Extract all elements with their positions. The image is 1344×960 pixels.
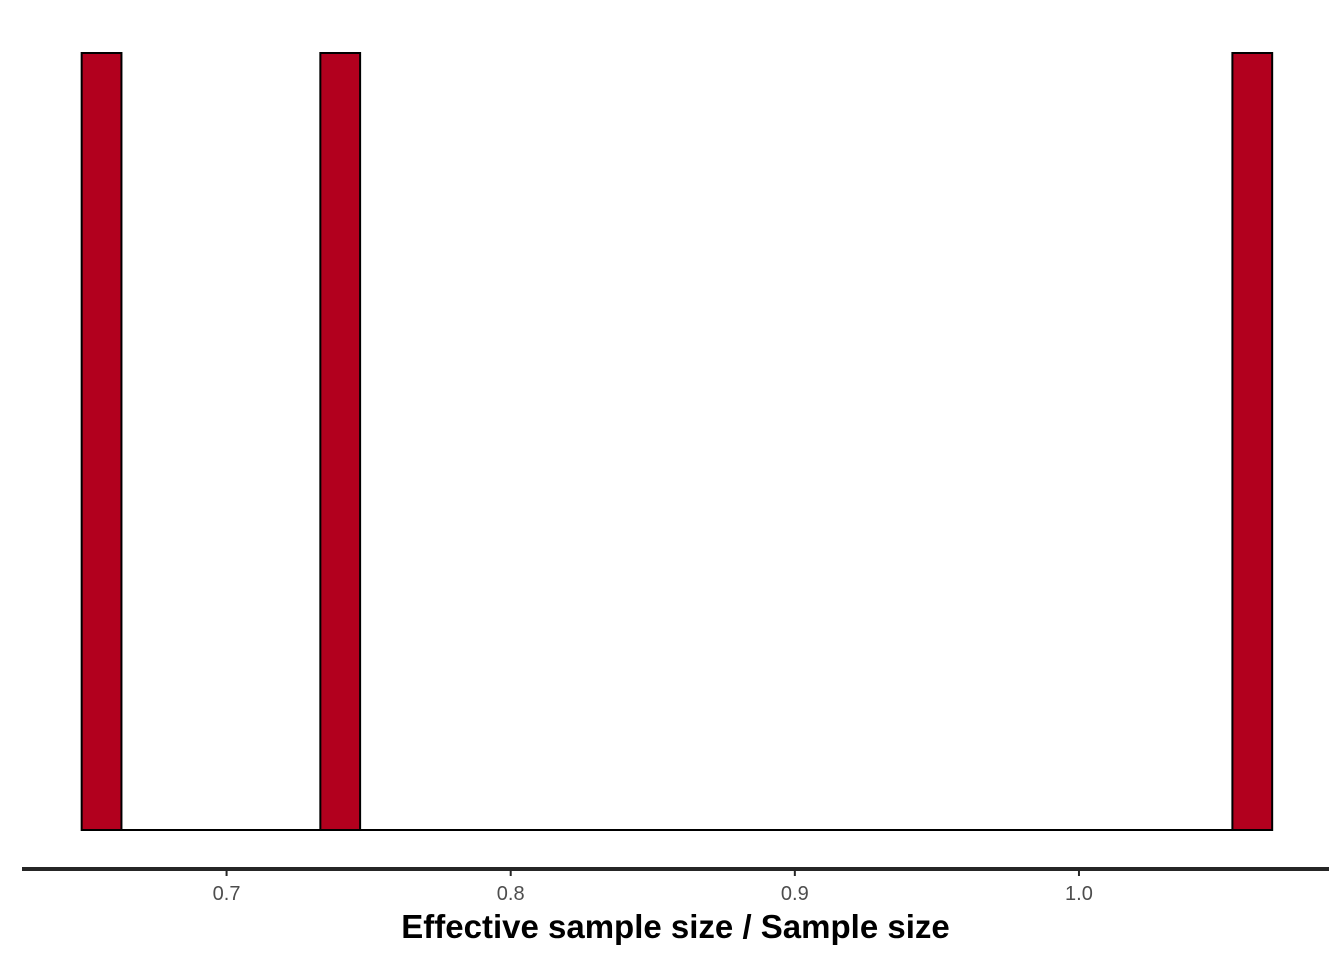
histogram-bar-3 xyxy=(1231,52,1274,831)
histogram-bar-2 xyxy=(319,52,362,831)
histogram-bars xyxy=(80,52,1274,831)
x-tick-label: 1.0 xyxy=(1065,883,1093,905)
x-tick-label: 0.7 xyxy=(213,883,241,905)
x-tick-label: 0.8 xyxy=(497,883,525,905)
x-tick-label: 0.9 xyxy=(781,883,809,905)
x-axis-title: Effective sample size / Sample size xyxy=(401,908,949,945)
histogram-bar-1 xyxy=(80,52,123,831)
x-axis-ticks: 0.7 0.8 0.9 1.0 xyxy=(213,869,1093,905)
